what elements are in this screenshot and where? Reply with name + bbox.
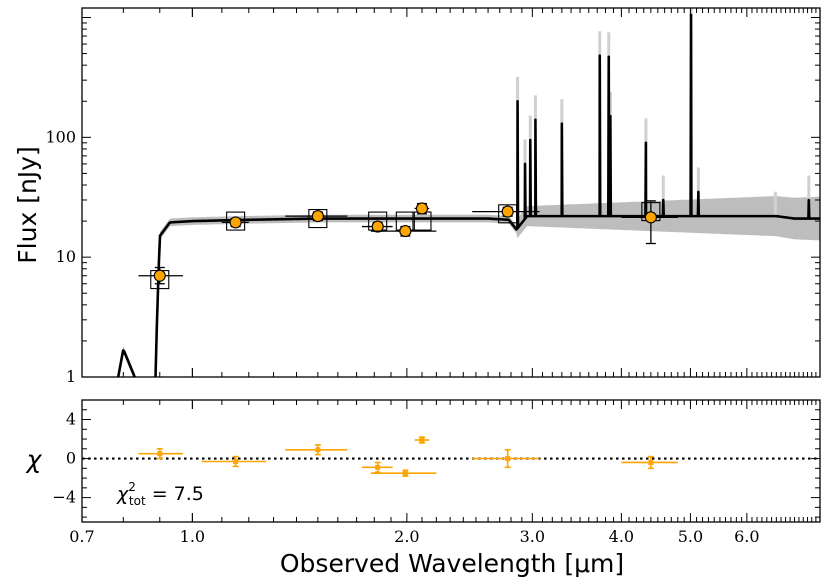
photometry-point bbox=[285, 210, 348, 223]
photometry-point bbox=[472, 205, 540, 218]
residual-frame bbox=[81, 399, 821, 523]
residual-panel: −4 0 4 0.7 1.0 2.0 3.0 4.0 5.0 6.0 bbox=[52, 399, 821, 546]
photometry-point bbox=[621, 200, 678, 245]
x-tick-label: 1.0 bbox=[180, 527, 205, 546]
residual-point bbox=[414, 436, 430, 444]
chi-superscript: 2 bbox=[128, 480, 136, 494]
chi-axis-label: χ bbox=[25, 445, 43, 474]
photometry-marker bbox=[371, 220, 384, 233]
x-tick-label: 0.7 bbox=[69, 527, 94, 546]
photometry-point bbox=[370, 225, 437, 238]
model-photometry-box bbox=[308, 208, 328, 229]
chi-value: = 7.5 bbox=[146, 483, 204, 505]
residual-marker bbox=[505, 456, 511, 462]
residual-point bbox=[361, 461, 393, 474]
residual-plot-area bbox=[82, 436, 820, 477]
model-spectrum-line bbox=[116, 13, 820, 377]
residual-point bbox=[138, 447, 183, 460]
x-tick-label: 4.0 bbox=[609, 527, 634, 546]
residual-marker bbox=[419, 437, 425, 443]
photometry-marker bbox=[153, 269, 166, 282]
photometry-point bbox=[414, 202, 430, 215]
residual-marker bbox=[648, 459, 654, 465]
photometry-marker bbox=[644, 211, 657, 224]
wavelength-axis-label: Observed Wavelength [μm] bbox=[280, 549, 624, 578]
photometry-marker bbox=[311, 210, 324, 223]
model-uncertainty-band bbox=[117, 196, 820, 377]
flux-axis-label: Flux [nJy] bbox=[13, 146, 42, 263]
residual-marker bbox=[233, 458, 239, 464]
residual-point bbox=[472, 448, 540, 469]
x-tick-label: 3.0 bbox=[520, 527, 545, 546]
residual-marker bbox=[157, 451, 163, 457]
x-tick-label: 5.0 bbox=[678, 527, 703, 546]
chi-symbol: χ bbox=[116, 483, 129, 505]
photometry-point bbox=[221, 216, 249, 229]
x-tick-label: 2.0 bbox=[394, 527, 419, 546]
model-photometry-box bbox=[498, 204, 518, 224]
x-tick-label: 6.0 bbox=[734, 527, 759, 546]
model-photometry-box bbox=[226, 211, 246, 231]
chi-tick-label: 4 bbox=[66, 410, 76, 429]
residual-point bbox=[370, 469, 437, 477]
chi-tick-label: 0 bbox=[66, 449, 76, 468]
residual-marker bbox=[315, 447, 321, 453]
photometry-marker bbox=[399, 225, 412, 238]
sed-frame bbox=[81, 7, 821, 378]
photometry-marker bbox=[501, 205, 514, 218]
residual-marker bbox=[402, 470, 408, 476]
photometry-marker bbox=[229, 216, 242, 229]
chi-squared-annotation: χ2 tot = 7.5 bbox=[116, 480, 204, 508]
y-tick-label: 1 bbox=[66, 367, 76, 386]
sed-plot-area bbox=[116, 8, 820, 377]
chi-tick-label: −4 bbox=[52, 488, 76, 507]
sed-panel: 1 10 100 bbox=[45, 7, 821, 386]
residual-point bbox=[621, 455, 678, 470]
y-tick-label: 10 bbox=[56, 247, 76, 266]
residual-marker bbox=[375, 464, 381, 470]
residual-point bbox=[201, 455, 267, 468]
photometry-point bbox=[138, 266, 183, 285]
residual-point bbox=[285, 444, 348, 456]
photometry-marker bbox=[415, 202, 429, 215]
photometry-point bbox=[361, 220, 393, 233]
y-tick-label: 100 bbox=[45, 127, 76, 146]
chi-subscript: tot bbox=[129, 494, 146, 508]
